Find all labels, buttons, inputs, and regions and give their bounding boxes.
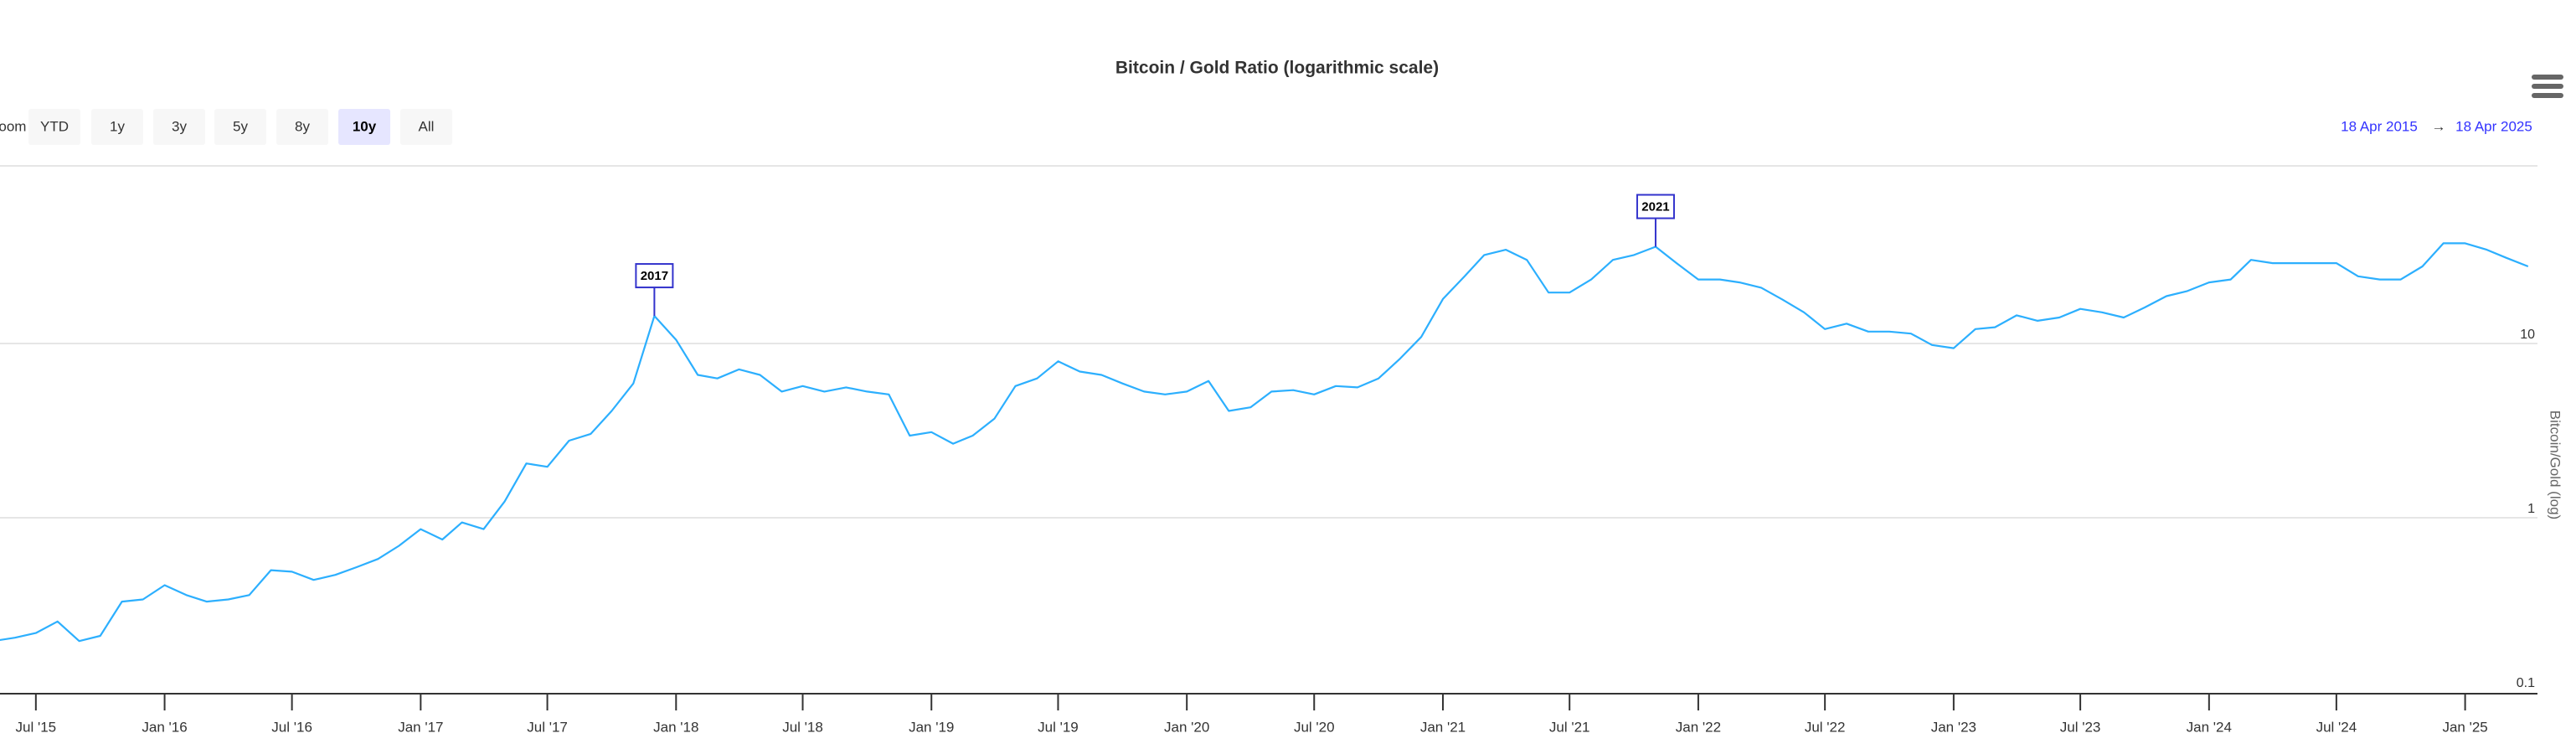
- x-tick-label: Jul '19: [1038, 719, 1079, 735]
- range-button-label: YTD: [40, 118, 69, 134]
- y-tick-label: 0.1: [2517, 676, 2535, 690]
- x-tick-label: Jul '17: [527, 719, 568, 735]
- range-button[interactable]: 10y: [338, 109, 390, 145]
- range-button-bg: [28, 109, 80, 145]
- range-button[interactable]: All: [400, 109, 452, 145]
- range-button-label: All: [419, 118, 435, 134]
- x-tick-label: Jan '24: [2187, 719, 2232, 735]
- x-tick-label: Jul '16: [271, 719, 312, 735]
- range-button-bg: [214, 109, 266, 145]
- range-button-label: 5y: [233, 118, 248, 134]
- range-button-bg: [338, 109, 390, 145]
- y-axis-label: Bitcoin/Gold (log): [2548, 411, 2563, 519]
- range-button-bg: [400, 109, 452, 145]
- range-arrow: →: [2432, 118, 2446, 134]
- x-tick-label: Jul '21: [1549, 719, 1590, 735]
- chart-title: Bitcoin / Gold Ratio (logarithmic scale): [1115, 59, 1439, 78]
- flag-label: 2021: [1641, 200, 1669, 214]
- x-tick-label: Jan '19: [909, 719, 954, 735]
- flag-box: [635, 263, 674, 289]
- x-tick-label: Jul '24: [2316, 719, 2357, 735]
- range-button[interactable]: YTD: [28, 109, 80, 145]
- y-tick-label: 10: [2520, 328, 2535, 342]
- range-button-bg: [153, 109, 205, 145]
- flag-box: [1636, 194, 1675, 219]
- range-button-label: 3y: [172, 118, 187, 134]
- flag: 2017: [635, 263, 674, 317]
- x-tick-label: Jul '22: [1805, 719, 1846, 735]
- range-button-bg: [91, 109, 143, 145]
- menu-button[interactable]: [2532, 75, 2563, 98]
- menu-bar: [2532, 75, 2563, 80]
- range-button-label: 8y: [295, 118, 310, 134]
- x-tick-label: Jan '23: [1931, 719, 1976, 735]
- x-tick-label: Jul '20: [1294, 719, 1335, 735]
- x-tick-label: Jan '18: [653, 719, 698, 735]
- range-button[interactable]: 1y: [91, 109, 143, 145]
- range-button-label: 1y: [110, 118, 125, 134]
- x-tick-label: Jul '18: [782, 719, 823, 735]
- flag-label: 2017: [641, 269, 668, 283]
- x-tick-label: Jan '21: [1420, 719, 1466, 735]
- x-tick-label: Jul '23: [2060, 719, 2101, 735]
- flag: 2021: [1636, 194, 1675, 247]
- zoom-label: Zoom: [0, 118, 26, 134]
- menu-bar: [2532, 93, 2563, 98]
- range-button-label: 10y: [353, 118, 377, 134]
- x-tick-label: Jan '20: [1164, 719, 1209, 735]
- range-to[interactable]: 18 Apr 2025: [2455, 118, 2532, 134]
- range-button[interactable]: 3y: [153, 109, 205, 145]
- x-tick-label: Jan '16: [142, 719, 187, 735]
- range-button[interactable]: 8y: [276, 109, 328, 145]
- range-button[interactable]: 5y: [214, 109, 266, 145]
- x-tick-label: Jul '15: [16, 719, 57, 735]
- menu-bar: [2532, 84, 2563, 89]
- range-button-bg: [276, 109, 328, 145]
- y-tick-label: 1: [2527, 502, 2535, 516]
- x-tick-label: Jan '25: [2442, 719, 2487, 735]
- x-tick-label: Jan '17: [398, 719, 443, 735]
- range-from[interactable]: 18 Apr 2015: [2341, 118, 2418, 134]
- x-tick-label: Jan '22: [1676, 719, 1721, 735]
- line-series: [0, 242, 2529, 643]
